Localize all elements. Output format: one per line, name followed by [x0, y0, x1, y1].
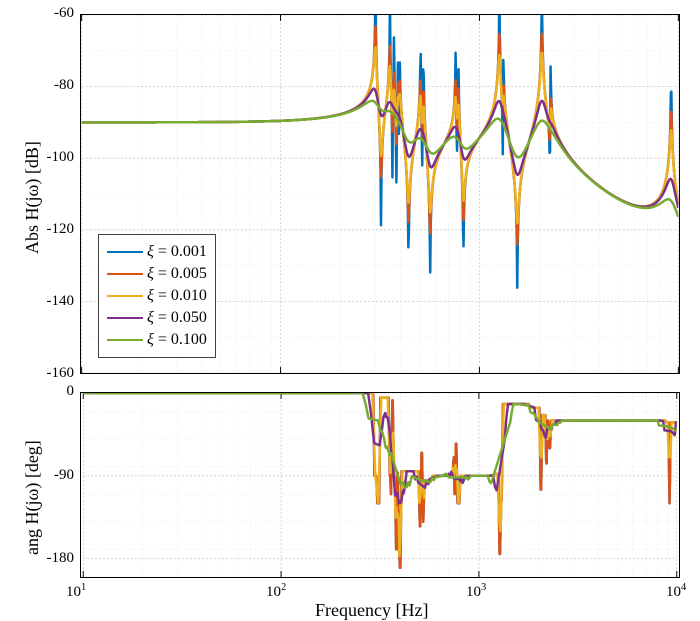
legend-text: ξ = 0.001: [147, 243, 207, 261]
phase-panel: [80, 392, 680, 578]
frequency-xlabel: Frequency [Hz]: [315, 600, 428, 621]
magnitude-ylabel: Abs H(jω) [dB]: [22, 141, 43, 254]
ytick-label: -180: [47, 550, 75, 567]
legend-item: ξ = 0.005: [107, 263, 207, 285]
bode-figure: Abs H(jω) [dB] -160 -140 -120 -100 -80 -60 ξ …: [0, 0, 700, 621]
legend-swatch: [107, 317, 143, 319]
legend-item: ξ = 0.001: [107, 241, 207, 263]
legend-swatch: [107, 251, 143, 253]
xtick-label: 104: [666, 582, 686, 601]
legend-text: ξ = 0.100: [147, 331, 207, 349]
phase-ylabel: ang H(jω) [deg]: [22, 440, 43, 555]
legend-swatch: [107, 339, 143, 341]
ytick-label: -90: [54, 467, 74, 484]
legend-item: ξ = 0.010: [107, 285, 207, 307]
phase-plot: [81, 393, 679, 577]
legend: ξ = 0.001 ξ = 0.005 ξ = 0.010 ξ = 0.050 ξ = …: [98, 234, 216, 358]
legend-text: ξ = 0.010: [147, 287, 207, 305]
xtick-label: 103: [466, 582, 486, 601]
ytick-label: -160: [47, 365, 75, 382]
ytick-label: -120: [47, 221, 75, 238]
ytick-label: -60: [54, 5, 74, 22]
legend-item: ξ = 0.100: [107, 329, 207, 351]
legend-swatch: [107, 273, 143, 275]
xtick-label: 102: [266, 582, 286, 601]
ytick-label: -80: [54, 77, 74, 94]
legend-swatch: [107, 295, 143, 297]
legend-item: ξ = 0.050: [107, 307, 207, 329]
ytick-label: -140: [47, 293, 75, 310]
legend-text: ξ = 0.050: [147, 309, 207, 327]
ytick-label: 0: [67, 383, 75, 400]
legend-text: ξ = 0.005: [147, 265, 207, 283]
xtick-label: 101: [66, 582, 86, 601]
ytick-label: -100: [47, 149, 75, 166]
